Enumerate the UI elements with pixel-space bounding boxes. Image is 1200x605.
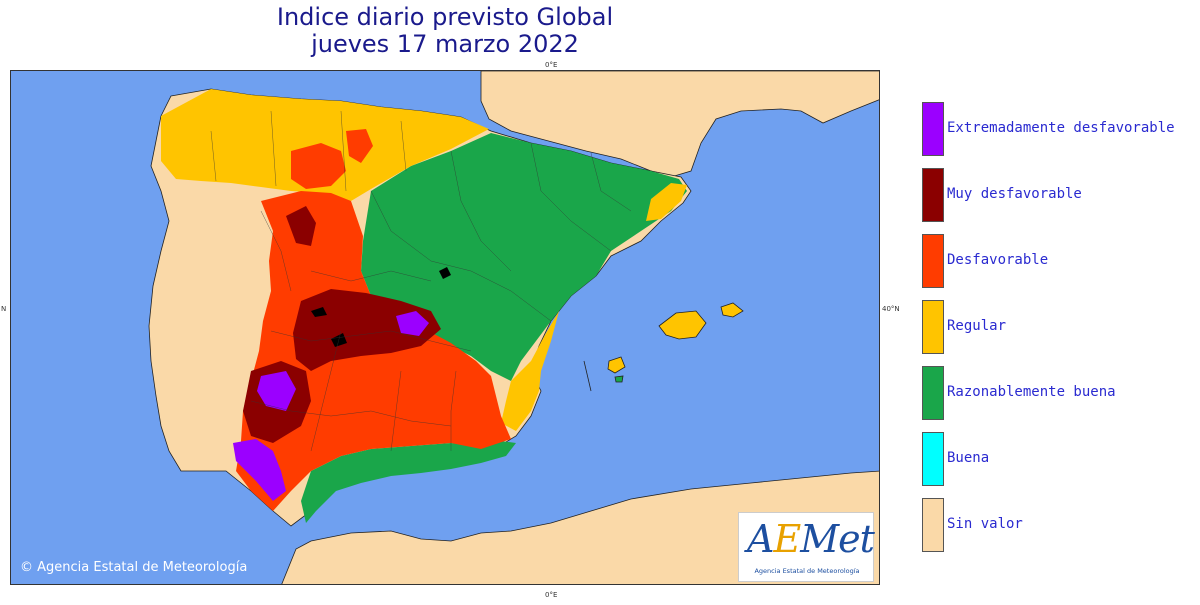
- bottom-longitude-tick: 0°E: [545, 591, 558, 599]
- reservoir: [311, 307, 327, 317]
- top-longitude-tick: 0°E: [545, 61, 558, 69]
- zone-regular-catalonia: [646, 183, 687, 221]
- zone-desfavorable-north2: [346, 129, 373, 163]
- zone-razonablemente-buena-south: [301, 441, 516, 523]
- legend-swatch: [922, 234, 944, 288]
- zone-muy-desfavorable-central: [293, 289, 441, 371]
- zone-muy-desfavorable: [286, 206, 316, 246]
- legend-label: Regular: [947, 318, 1007, 334]
- forecast-map: [10, 70, 880, 585]
- reservoir: [439, 267, 451, 279]
- legend-label: Sin valor: [947, 516, 1023, 532]
- mallorca-island: [658, 310, 707, 340]
- legend-swatch: [922, 432, 944, 486]
- meridian-line: [583, 360, 592, 392]
- legend-label: Buena: [947, 450, 990, 466]
- zone-regular-levante: [501, 311, 559, 431]
- zone-razonablemente-buena: [361, 133, 687, 381]
- zone-desfavorable-north: [291, 143, 346, 189]
- legend-swatch: [922, 300, 944, 354]
- zone-extremadamente-desfavorable-1: [396, 311, 429, 336]
- legend-swatch: [922, 102, 944, 156]
- copyright-notice: © Agencia Estatal de Meteorología: [20, 560, 248, 575]
- legend-swatch: [922, 168, 944, 222]
- legend-swatch: [922, 498, 944, 552]
- zone-extremadamente-desfavorable-2: [257, 371, 296, 411]
- right-latitude-tick: 40°N: [882, 305, 900, 313]
- legend-label: Extremadamente desfavorable: [947, 120, 1175, 136]
- aemet-logo-mark: AEMet: [747, 517, 875, 561]
- menorca-island: [720, 302, 744, 318]
- map-title: Indice diario previsto Global: [276, 3, 614, 31]
- map-date: jueves 17 marzo 2022: [311, 30, 579, 58]
- aemet-logo-subtitle: Agencia Estatal de Meteorología: [754, 567, 860, 575]
- province-boundaries: [210, 110, 632, 452]
- legend-label: Desfavorable: [947, 252, 1049, 268]
- left-latitude-tick: N: [1, 305, 7, 313]
- legend-swatch: [922, 366, 944, 420]
- formentera-island: [614, 375, 624, 383]
- zone-extremadamente-desfavorable-3: [233, 439, 286, 501]
- aemet-logo: AEMet Agencia Estatal de Meteorología: [738, 512, 875, 582]
- legend-label: Razonablemente buena: [947, 384, 1116, 400]
- ibiza-island: [607, 356, 626, 374]
- africa-land: [281, 470, 879, 584]
- france-land: [480, 71, 879, 178]
- legend-label: Muy desfavorable: [947, 186, 1082, 202]
